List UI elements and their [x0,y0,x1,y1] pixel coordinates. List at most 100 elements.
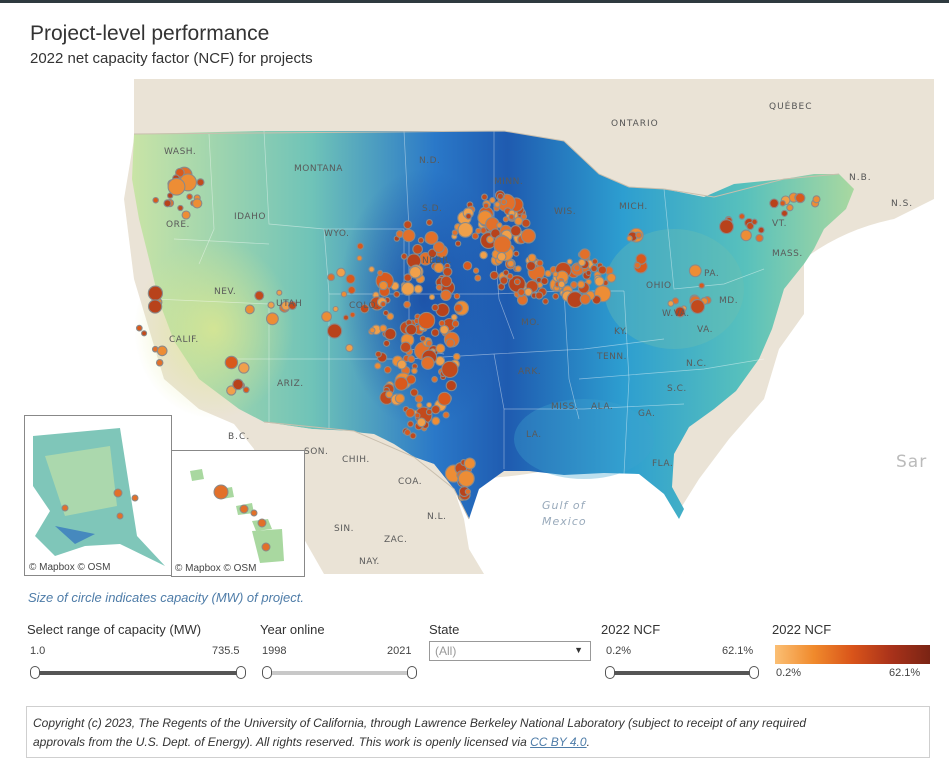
project-marker[interactable] [746,221,755,231]
project-marker[interactable] [379,324,388,333]
project-marker[interactable] [394,376,409,391]
project-marker[interactable] [425,339,433,347]
project-marker[interactable] [349,311,356,318]
project-marker[interactable] [374,362,382,370]
project-marker[interactable] [513,278,521,286]
project-marker[interactable] [457,222,474,238]
project-marker[interactable] [186,193,193,200]
project-marker[interactable] [442,266,453,277]
project-marker[interactable] [445,379,457,392]
project-marker[interactable] [578,248,591,261]
state-dropdown[interactable]: (All) ▼ [429,641,591,661]
project-marker[interactable] [496,251,507,262]
project-marker[interactable] [435,343,446,354]
project-marker[interactable] [409,432,417,440]
project-marker[interactable] [525,260,537,272]
project-marker[interactable] [523,287,533,297]
project-marker[interactable] [405,323,418,336]
project-marker[interactable] [527,253,537,263]
project-marker[interactable] [342,314,350,321]
project-marker[interactable] [377,269,384,276]
project-marker[interactable] [394,393,406,404]
project-marker[interactable] [244,304,255,315]
project-marker[interactable] [454,240,462,247]
ncf-slider-max-handle[interactable] [749,666,759,679]
project-marker[interactable] [757,226,765,234]
year-slider-track[interactable] [266,671,412,675]
project-marker[interactable] [347,285,356,295]
map-main[interactable]: ONTARIO QUÉBEC N.B. N.S. B.C. WASH. ORE.… [24,79,934,574]
project-marker[interactable] [451,319,460,328]
project-marker[interactable] [751,218,758,226]
project-marker[interactable] [445,338,455,348]
project-marker[interactable] [475,227,482,235]
project-marker[interactable] [432,241,445,254]
project-marker[interactable] [481,193,488,201]
project-marker[interactable] [508,213,515,220]
capacity-slider-max-handle[interactable] [236,666,246,679]
project-marker[interactable] [740,229,752,242]
project-marker[interactable] [141,330,148,337]
project-marker[interactable] [521,218,531,228]
project-marker[interactable] [502,269,510,276]
project-marker[interactable] [147,285,164,301]
project-marker[interactable] [254,290,265,301]
project-marker[interactable] [496,222,503,229]
project-marker[interactable] [383,365,392,374]
hawaii-inset[interactable]: © Mapbox © OSM [171,450,305,577]
project-marker[interactable] [577,258,586,267]
project-marker[interactable] [688,264,702,278]
project-marker[interactable] [520,228,536,244]
year-slider-max-handle[interactable] [407,666,417,679]
project-marker[interactable] [276,289,283,296]
project-marker[interactable] [635,231,643,239]
project-marker[interactable] [719,219,734,235]
project-marker[interactable] [514,265,522,273]
capacity-slider-min-handle[interactable] [30,666,40,679]
project-marker[interactable] [380,301,387,308]
project-marker[interactable] [196,178,205,187]
capacity-slider-track[interactable] [34,671,242,675]
project-marker[interactable] [489,197,496,204]
project-marker[interactable] [192,198,203,209]
project-marker[interactable] [633,261,641,269]
project-marker[interactable] [431,303,439,312]
project-marker[interactable] [591,258,599,265]
project-marker[interactable] [500,198,508,206]
project-marker[interactable] [594,276,605,287]
project-marker[interactable] [520,213,528,220]
project-marker[interactable] [152,196,159,204]
project-marker[interactable] [786,204,794,212]
project-marker[interactable] [779,200,786,207]
project-marker[interactable] [265,312,279,326]
project-marker[interactable] [326,323,343,339]
project-marker[interactable] [403,428,412,437]
project-marker[interactable] [417,237,425,244]
project-marker[interactable] [321,311,333,323]
project-marker[interactable] [438,319,446,327]
project-marker[interactable] [506,272,514,280]
project-marker[interactable] [544,269,552,278]
project-marker[interactable] [383,339,391,347]
project-marker[interactable] [635,253,647,265]
project-marker[interactable] [424,230,439,245]
project-marker[interactable] [570,281,578,289]
project-marker[interactable] [345,273,356,284]
project-marker[interactable] [769,198,779,209]
project-marker[interactable] [405,407,416,418]
project-marker[interactable] [493,235,512,254]
project-marker[interactable] [698,282,705,289]
project-marker[interactable] [506,259,515,268]
project-marker[interactable] [755,233,764,243]
project-marker[interactable] [403,273,413,282]
project-marker[interactable] [425,408,433,416]
project-marker[interactable] [428,294,436,301]
project-marker[interactable] [177,204,184,212]
project-marker[interactable] [181,210,191,220]
project-marker[interactable] [552,271,559,278]
project-marker[interactable] [590,264,598,273]
project-marker[interactable] [332,305,339,313]
project-marker[interactable] [224,355,239,370]
project-marker[interactable] [412,243,423,255]
project-marker[interactable] [416,417,427,428]
